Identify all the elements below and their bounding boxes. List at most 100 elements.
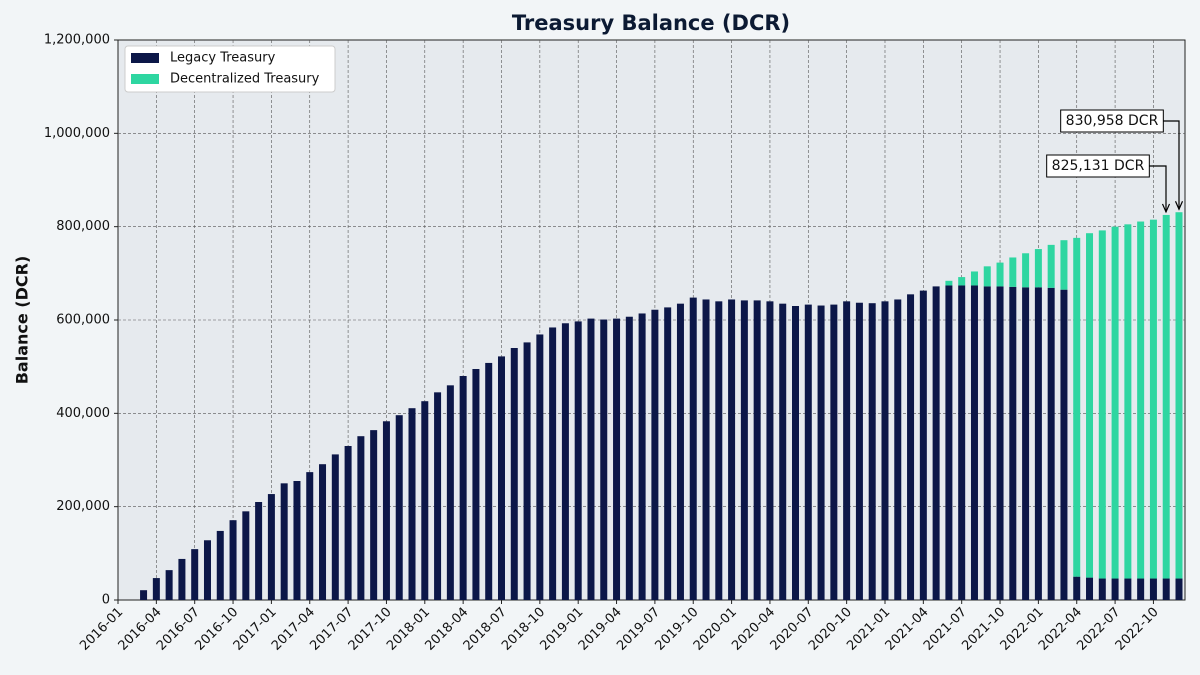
bar-segment bbox=[242, 511, 250, 600]
bar-segment bbox=[1047, 244, 1055, 288]
y-tick-label: 600,000 bbox=[56, 313, 110, 328]
bar-segment bbox=[293, 481, 301, 600]
bar-segment bbox=[894, 299, 902, 600]
bar-segment bbox=[574, 321, 582, 600]
bar-segment bbox=[280, 483, 288, 600]
arrow-head bbox=[1161, 203, 1171, 214]
bar-segment bbox=[1086, 577, 1094, 600]
bar-segment bbox=[395, 415, 403, 600]
bar-segment bbox=[970, 271, 978, 286]
bar-segment bbox=[408, 408, 416, 600]
y-tick-label: 1,000,000 bbox=[44, 126, 110, 141]
bar-segment bbox=[370, 430, 378, 600]
bar-segment bbox=[689, 297, 697, 600]
bar-segment bbox=[702, 299, 710, 600]
y-tick-label: 200,000 bbox=[56, 499, 110, 514]
bar-segment bbox=[510, 348, 518, 600]
bar-segment bbox=[740, 300, 748, 600]
bar-segment bbox=[1162, 214, 1170, 579]
bar-segment bbox=[434, 392, 442, 600]
bar-segment bbox=[446, 385, 454, 600]
bar-segment bbox=[804, 304, 812, 600]
annotation: 830,958 DCR bbox=[1066, 113, 1159, 129]
bar-segment bbox=[779, 303, 787, 600]
bar-segment bbox=[958, 285, 966, 600]
bar-segment bbox=[855, 302, 863, 600]
bar-segment bbox=[331, 454, 339, 600]
chart-title: Treasury Balance (DCR) bbox=[512, 11, 790, 35]
bar-segment bbox=[1162, 578, 1170, 600]
bar-segment bbox=[945, 285, 953, 600]
bar-segment bbox=[715, 301, 723, 600]
y-tick-label: 400,000 bbox=[56, 406, 110, 421]
bar-segment bbox=[536, 334, 544, 600]
bar-segment bbox=[919, 290, 927, 600]
bar-segment bbox=[868, 303, 876, 600]
bar-segment bbox=[1111, 578, 1119, 600]
legend-label: Legacy Treasury bbox=[170, 51, 276, 66]
bar-segment bbox=[1009, 257, 1017, 287]
legend-swatch bbox=[131, 53, 159, 63]
bar-segment bbox=[459, 376, 467, 600]
bar-segment bbox=[306, 472, 314, 600]
bar-segment bbox=[1060, 289, 1068, 600]
bar-segment bbox=[485, 362, 493, 600]
bar-segment bbox=[178, 558, 186, 600]
bar-segment bbox=[766, 301, 774, 600]
bar-segment bbox=[1098, 578, 1106, 600]
bar-segment bbox=[1022, 253, 1030, 288]
annotation-arrow bbox=[1163, 120, 1180, 210]
bar-segment bbox=[1124, 578, 1132, 600]
bar-segment bbox=[1175, 578, 1183, 600]
bar-segment bbox=[983, 266, 991, 287]
legend-swatch bbox=[131, 74, 159, 84]
bar-segment bbox=[1073, 576, 1081, 600]
bar-segment bbox=[203, 540, 211, 600]
bar-segment bbox=[382, 421, 390, 600]
annotation-arrow bbox=[1149, 165, 1167, 212]
bar-segment bbox=[881, 301, 889, 600]
bar-segment bbox=[587, 318, 595, 600]
bar-segment bbox=[1073, 237, 1081, 577]
bar-segment bbox=[600, 319, 608, 600]
bar-segment bbox=[996, 286, 1004, 600]
arrow-head bbox=[1174, 200, 1184, 211]
bar-segment bbox=[843, 301, 851, 600]
bar-segment bbox=[165, 570, 173, 600]
bar-segment bbox=[255, 502, 263, 600]
bar-segment bbox=[1149, 578, 1157, 600]
bar-segment bbox=[1175, 212, 1183, 579]
bar-segment bbox=[907, 294, 915, 600]
legend-label: Decentralized Treasury bbox=[170, 72, 320, 87]
bar-segment bbox=[1047, 287, 1055, 600]
bar-segment bbox=[152, 578, 160, 600]
bar-segment bbox=[472, 369, 480, 600]
y-tick-label: 1,200,000 bbox=[44, 33, 110, 48]
bar-segment bbox=[344, 446, 352, 600]
legend-box bbox=[124, 45, 336, 93]
bar-segment bbox=[1086, 233, 1094, 578]
y-axis-label: Balance (DCR) bbox=[13, 256, 32, 385]
bar-segment bbox=[1034, 287, 1042, 600]
bar-segment bbox=[267, 494, 275, 600]
bar-segment bbox=[497, 356, 505, 600]
bar-segment bbox=[638, 313, 646, 600]
bar-segment bbox=[728, 299, 736, 600]
bar-segment bbox=[817, 305, 825, 600]
bar-segment bbox=[676, 303, 684, 600]
bar-segment bbox=[625, 316, 633, 600]
y-tick-label: 0 bbox=[102, 593, 110, 608]
bar-segment bbox=[945, 280, 953, 286]
bar-segment bbox=[613, 318, 621, 600]
bar-segment bbox=[1124, 224, 1132, 579]
bar-segment bbox=[523, 342, 531, 600]
bar-segment bbox=[191, 549, 199, 600]
bar-segment bbox=[651, 309, 659, 600]
bar-segment bbox=[958, 277, 966, 286]
bar-segment bbox=[1137, 221, 1145, 579]
bar-segment bbox=[753, 300, 761, 600]
bar-segment bbox=[983, 286, 991, 600]
bar-segment bbox=[319, 464, 327, 600]
bar-segment bbox=[1137, 578, 1145, 600]
